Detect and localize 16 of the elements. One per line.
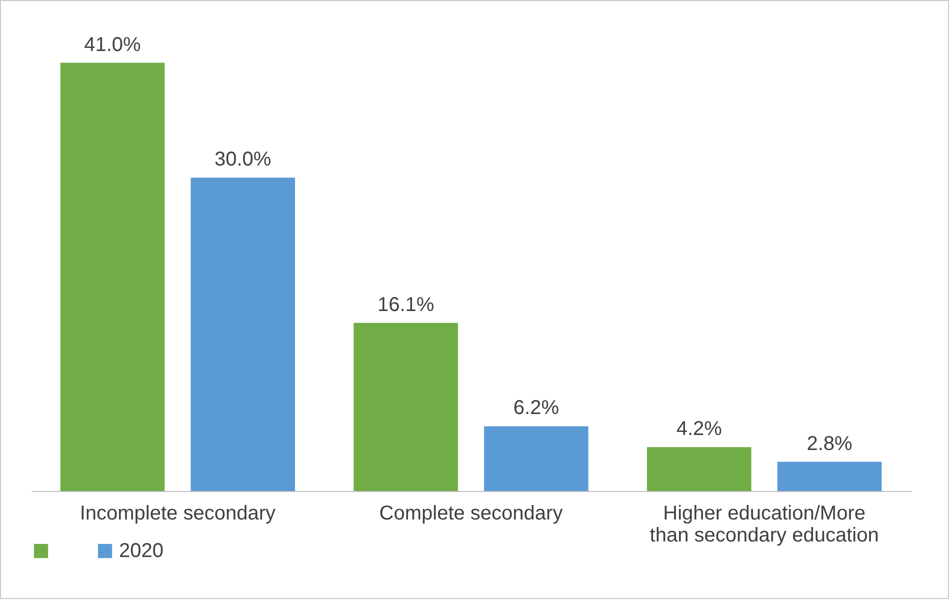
- data-label: 41.0%: [84, 34, 142, 56]
- x-tick-label: Incomplete secondary: [80, 502, 276, 524]
- data-label: 2.8%: [806, 432, 853, 455]
- data-label: 16.1%: [377, 294, 434, 316]
- bar: [60, 62, 165, 491]
- x-tick-label: Complete secondary: [379, 502, 563, 524]
- bar: [647, 447, 752, 491]
- legend-label: 2020: [119, 540, 164, 562]
- bar: [484, 426, 588, 491]
- data-label: 30.0%: [214, 148, 272, 171]
- x-tick-label: Higher education/More than secondary education: [650, 502, 879, 546]
- data-label: 4.2%: [676, 418, 722, 440]
- bar: [354, 322, 458, 491]
- bar: [777, 462, 882, 491]
- bar: [190, 178, 295, 491]
- data-label: 6.2%: [513, 397, 560, 420]
